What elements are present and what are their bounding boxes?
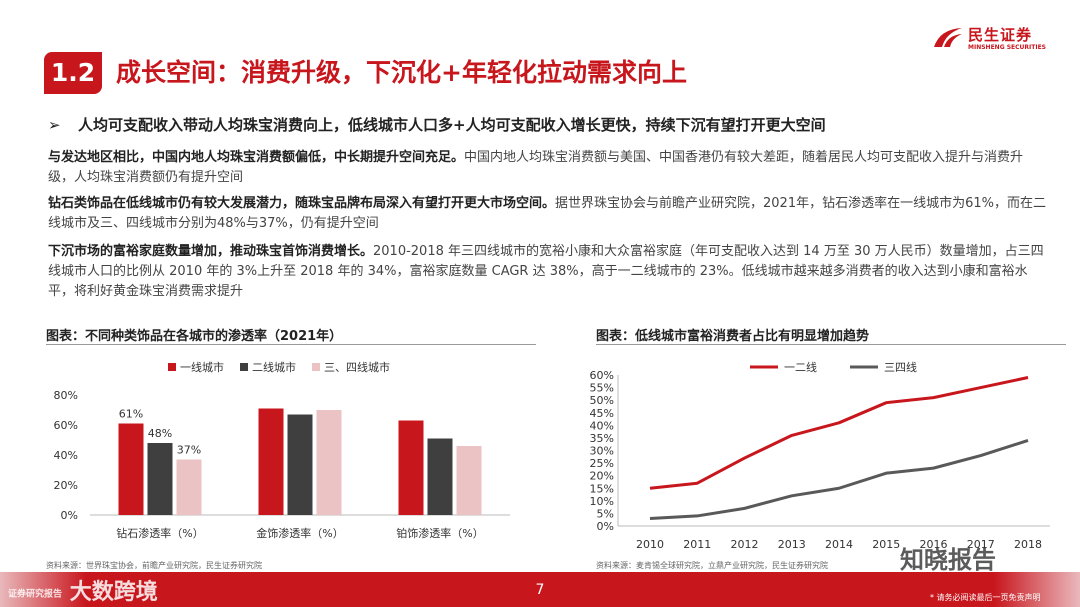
y-tick-label: 20% xyxy=(54,479,78,492)
y-tick-label: 55% xyxy=(590,382,614,395)
y-tick-label: 40% xyxy=(54,449,78,462)
x-tick-label: 2012 xyxy=(731,538,759,551)
bar-data-label: 48% xyxy=(148,427,172,440)
paragraph-2-lead: 钻石类饰品在低线城市仍有较大发展潜力，随珠宝品牌布局深入有望打开更大市场空间。 xyxy=(48,196,556,211)
y-tick-label: 20% xyxy=(590,470,614,483)
x-tick-label: 2016 xyxy=(920,538,948,551)
watermark-left-text: 大数跨境 xyxy=(69,580,158,605)
paragraph-3-lead: 下沉市场的富裕家庭数量增加，推动珠宝首饰消费增长。 xyxy=(48,244,374,259)
left-chart-source: 资料来源：世界珠宝协会，前瞻产业研究院，民生证券研究院 xyxy=(46,561,262,570)
series-line xyxy=(649,376,1029,490)
y-tick-label: 0% xyxy=(597,520,614,533)
x-tick-label: 2011 xyxy=(683,538,711,551)
y-tick-label: 50% xyxy=(590,394,614,407)
legend-swatch xyxy=(168,363,176,371)
y-tick-label: 60% xyxy=(54,419,78,432)
paragraph-3-body: 2010-2018 年三四线城市的宽裕小康和大众富裕家庭（年可支配收入达到 14… xyxy=(48,244,1044,299)
footer-bar xyxy=(0,572,1080,607)
watermark-left: 证券研究报告 大数跨境 xyxy=(8,574,158,606)
bar xyxy=(456,446,482,515)
series-line xyxy=(649,439,1029,520)
disclaimer: * 请务必阅读最后一页免责声明 xyxy=(930,593,1041,602)
y-tick-label: 35% xyxy=(590,432,614,445)
penetration-bar-chart: 0% 20% 40% 60% 80% 一线城市 二线城市 三、四线城市 61% 48% 37% 钻石渗… xyxy=(54,360,510,540)
bar xyxy=(176,459,202,515)
bar-data-label: 37% xyxy=(177,444,201,457)
y-tick-label: 45% xyxy=(590,407,614,420)
page-title: 成长空间：消费升级，下沉化+年轻化拉动需求向上 xyxy=(116,58,687,87)
page-number: 7 xyxy=(535,582,545,598)
bar xyxy=(147,443,173,515)
paragraph-1: 与发达地区相比，中国内地人均珠宝消费额偏低，中长期提升空间充足。中国内地人均珠宝… xyxy=(48,148,1048,188)
legend-label: 三四线 xyxy=(884,360,917,374)
section-number: 1.2 xyxy=(44,52,102,94)
y-tick-label: 10% xyxy=(590,495,614,508)
logo-mark-icon xyxy=(934,28,962,47)
logo-text-cn: 民生证券 xyxy=(968,26,1033,44)
left-chart-caption: 图表：不同种类饰品在各城市的渗透率（2021年） xyxy=(46,329,343,344)
legend-swatch xyxy=(312,363,320,371)
logo-text-en: MINSHENG SECURITIES xyxy=(968,44,1046,51)
watermark-right: 知晓报告 xyxy=(900,546,996,574)
x-tick-label: 2013 xyxy=(778,538,806,551)
bar xyxy=(118,423,144,515)
paragraph-2-body: 据世界珠宝协会与前瞻产业研究院，2021年，钻石渗透率在一线城市为61%，而在二… xyxy=(48,196,1046,231)
x-tick-label: 2010 xyxy=(636,538,664,551)
y-tick-label: 0% xyxy=(61,509,78,522)
x-category-label: 金饰渗透率（%） xyxy=(256,526,343,540)
legend-swatch xyxy=(240,363,248,371)
key-point-text: 人均可支配收入带动人均珠宝消费向上，低线城市人口多+人均可支配收入增长更快，持续… xyxy=(78,116,826,134)
bar-data-label: 61% xyxy=(119,408,143,421)
paragraph-3: 下沉市场的富裕家庭数量增加，推动珠宝首饰消费增长。2010-2018 年三四线城… xyxy=(48,242,1048,302)
legend-label: 一二线 xyxy=(784,360,817,374)
affluent-share-line-chart: 0%5%10%15%20%25%30%35%40%45%50%55%60% 201… xyxy=(590,360,1050,551)
paragraph-2: 钻石类饰品在低线城市仍有较大发展潜力，随珠宝品牌布局深入有望打开更大市场空间。据… xyxy=(48,194,1048,234)
right-chart-caption: 图表：低线城市富裕消费者占比有明显增加趋势 xyxy=(596,329,870,344)
left-chart-divider xyxy=(46,344,536,345)
x-category-label: 铂饰渗透率（%） xyxy=(396,526,483,540)
x-tick-label: 2015 xyxy=(872,538,900,551)
y-tick-label: 5% xyxy=(597,507,614,520)
y-tick-label: 15% xyxy=(590,482,614,495)
x-tick-label: 2014 xyxy=(825,538,853,551)
company-logo: 民生证券 MINSHENG SECURITIES xyxy=(932,22,1052,58)
y-tick-label: 30% xyxy=(590,445,614,458)
paragraph-1-lead: 与发达地区相比，中国内地人均珠宝消费额偏低，中长期提升空间充足。 xyxy=(48,150,465,165)
bar xyxy=(287,414,313,515)
key-point: ➢ 人均可支配收入带动人均珠宝消费向上，低线城市人口多+人均可支配收入增长更快，持… xyxy=(48,114,826,135)
legend-label: 二线城市 xyxy=(252,360,296,374)
y-tick-label: 80% xyxy=(54,389,78,402)
right-chart-source: 资料来源：麦肯锡全球研究院，立鼎产业研究院，民生证券研究院 xyxy=(596,561,828,570)
y-tick-label: 25% xyxy=(590,457,614,470)
bar xyxy=(316,410,342,515)
bar xyxy=(258,408,284,515)
bar xyxy=(427,438,453,515)
x-tick-label: 2017 xyxy=(967,538,995,551)
y-tick-label: 40% xyxy=(590,419,614,432)
watermark-left-small: 证券研究报告 xyxy=(8,589,63,600)
paragraph-1-body: 中国内地人均珠宝消费额与美国、中国香港仍有较大差距，随着居民人均可支配收入提升与… xyxy=(48,150,1024,185)
legend-label: 三、四线城市 xyxy=(324,360,390,374)
x-tick-label: 2018 xyxy=(1014,538,1042,551)
legend-label: 一线城市 xyxy=(180,360,224,374)
x-category-label: 钻石渗透率（%） xyxy=(116,526,203,540)
right-chart-divider xyxy=(596,344,1066,345)
y-tick-label: 60% xyxy=(590,369,614,382)
bar xyxy=(398,420,424,515)
arrow-bullet-icon: ➢ xyxy=(48,116,61,134)
